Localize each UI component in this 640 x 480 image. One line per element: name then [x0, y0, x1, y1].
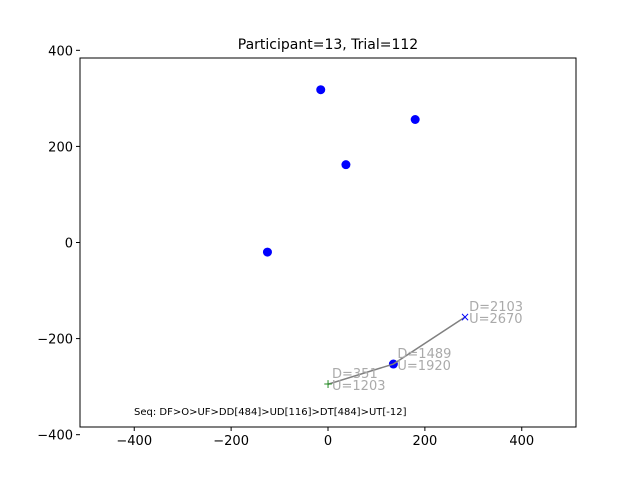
- x-axis: −400 −200 0 200 400: [116, 427, 534, 449]
- x-tick-label: 400: [509, 434, 534, 449]
- plot-frame: [79, 57, 577, 428]
- annotation-up-time: U=2670: [469, 312, 523, 327]
- target-point: [316, 85, 326, 95]
- end-marker: ×: [460, 310, 470, 324]
- y-tick-label: 400: [48, 44, 73, 59]
- y-tick-label: 200: [48, 140, 73, 155]
- target-point: [341, 160, 351, 170]
- x-tick-label: −200: [213, 434, 249, 449]
- chart-title: Participant=13, Trial=112: [238, 37, 418, 53]
- annotation-up-time: U=1203: [332, 379, 386, 394]
- target-point: [410, 115, 420, 124]
- x-tick-label: 0: [324, 434, 332, 449]
- target-point: [262, 247, 272, 257]
- y-tick-label: 0: [65, 237, 73, 252]
- annotation-up-time: U=1920: [397, 359, 451, 374]
- sequence-label: Seq: DF>O>UF>DD[484]>UD[116]>DT[484]>UT[…: [134, 407, 407, 418]
- x-tick-label: −400: [116, 434, 152, 449]
- y-tick-label: −400: [37, 429, 73, 444]
- y-tick-label: −200: [37, 333, 73, 348]
- annotation-down-time: D=2103: [469, 300, 523, 315]
- y-axis: −400 −200 0 200 400: [37, 44, 80, 444]
- annotation-down-time: D=351: [332, 367, 378, 382]
- trajectory-line: [327, 316, 466, 385]
- start-marker: +: [323, 377, 333, 391]
- x-tick-label: 200: [412, 434, 437, 449]
- annotation-down-time: D=1489: [397, 347, 451, 362]
